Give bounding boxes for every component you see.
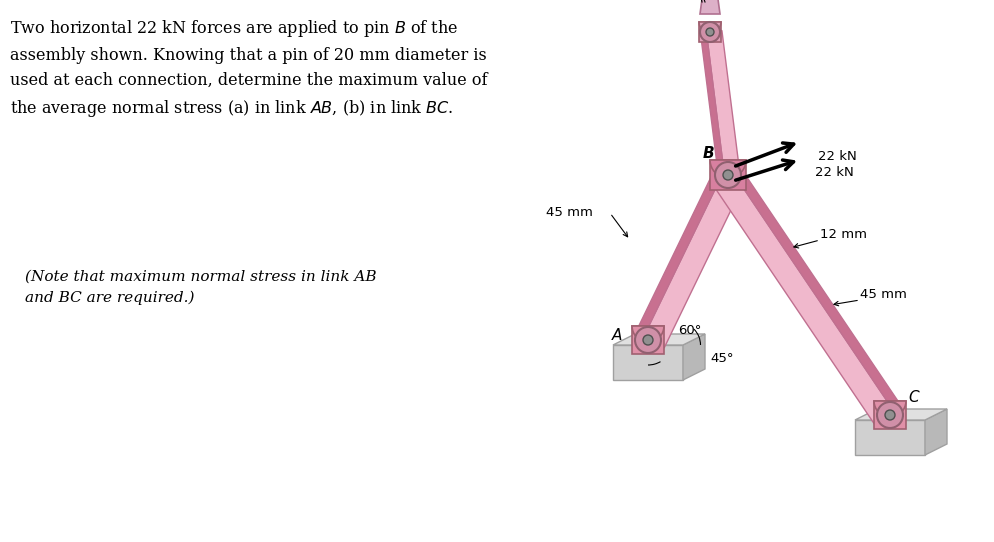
Polygon shape xyxy=(874,401,906,417)
Polygon shape xyxy=(632,326,664,354)
Text: 22 kN: 22 kN xyxy=(818,151,857,164)
Text: B: B xyxy=(703,145,715,160)
Circle shape xyxy=(715,162,741,188)
Circle shape xyxy=(643,335,653,345)
Polygon shape xyxy=(855,409,947,420)
Text: 45 mm: 45 mm xyxy=(860,288,907,301)
Circle shape xyxy=(723,170,733,180)
Circle shape xyxy=(885,410,895,420)
Polygon shape xyxy=(925,409,947,455)
Circle shape xyxy=(706,28,714,36)
Polygon shape xyxy=(733,167,902,412)
Polygon shape xyxy=(643,173,745,348)
Text: 60°: 60° xyxy=(678,324,702,337)
Text: 12 mm: 12 mm xyxy=(820,229,867,242)
Polygon shape xyxy=(632,326,664,342)
Polygon shape xyxy=(613,334,705,345)
Text: C: C xyxy=(908,390,918,404)
Polygon shape xyxy=(683,334,705,380)
Text: A: A xyxy=(612,327,622,343)
Polygon shape xyxy=(699,22,721,33)
Text: 45 mm: 45 mm xyxy=(546,207,593,220)
Polygon shape xyxy=(707,30,740,176)
Polygon shape xyxy=(710,160,746,178)
Text: Two horizontal 22 kN forces are applied to pin $B$ of the
assembly shown. Knowin: Two horizontal 22 kN forces are applied … xyxy=(10,18,487,119)
Polygon shape xyxy=(874,401,906,429)
Circle shape xyxy=(635,327,661,353)
Polygon shape xyxy=(855,420,925,455)
Text: (Note that maximum normal stress in link AB
and BC are required.): (Note that maximum normal stress in link… xyxy=(25,270,377,305)
Circle shape xyxy=(877,402,903,428)
Polygon shape xyxy=(635,169,724,338)
Polygon shape xyxy=(699,22,721,42)
Circle shape xyxy=(700,22,720,42)
Text: 45°: 45° xyxy=(710,352,734,365)
Polygon shape xyxy=(701,33,725,176)
Polygon shape xyxy=(713,172,895,425)
Text: 22 kN: 22 kN xyxy=(815,166,854,179)
Polygon shape xyxy=(710,160,746,190)
Polygon shape xyxy=(700,0,720,14)
Polygon shape xyxy=(613,345,683,380)
